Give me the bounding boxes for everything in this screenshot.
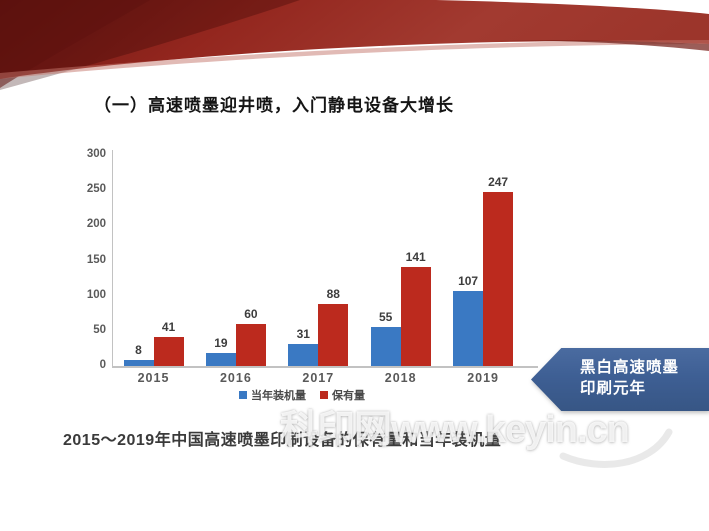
legend-swatch xyxy=(239,391,247,399)
bar-blue-2018 xyxy=(370,327,401,366)
bar-blue-2015 xyxy=(123,360,154,366)
x-axis-line xyxy=(112,366,538,368)
bar-red-2017 xyxy=(318,304,349,366)
bar-red-2015 xyxy=(153,337,184,366)
bar-value-label: 41 xyxy=(161,320,176,335)
bar-value-label: 60 xyxy=(244,306,258,321)
y-axis-tick-label: 300 xyxy=(86,148,106,160)
bar-red-2018 xyxy=(400,266,431,366)
bar-value-label: 19 xyxy=(214,335,228,350)
bar-blue-2019 xyxy=(453,290,484,366)
legend-item: 保有量 xyxy=(320,387,365,403)
banner-text-line1: 黑白高速喷墨 xyxy=(580,359,680,376)
bar-blue-2016 xyxy=(205,352,236,366)
bar-value-label: 141 xyxy=(405,249,426,264)
bar-value-label: 8 xyxy=(135,343,142,358)
x-axis-label: 2019 xyxy=(467,371,499,385)
chart-legend: 当年装机量 保有量 xyxy=(92,388,512,402)
y-axis-tick-label: 0 xyxy=(99,359,106,371)
bar-value-label: 31 xyxy=(296,327,310,342)
y-axis-tick-label: 150 xyxy=(86,253,106,266)
bar-blue-2017 xyxy=(288,344,319,366)
y-axis-tick-label: 250 xyxy=(86,183,106,196)
bar-red-2016 xyxy=(235,323,266,366)
bar-value-label: 88 xyxy=(326,287,340,302)
bar-value-label: 55 xyxy=(379,310,393,325)
bar-red-2019 xyxy=(483,192,514,366)
legend-swatch xyxy=(320,391,328,399)
x-axis-label: 2018 xyxy=(384,371,417,385)
callout-arrow-banner: 黑白高速喷墨 印刷元年 xyxy=(531,348,709,411)
y-axis-tick-label: 100 xyxy=(86,288,106,301)
legend-item: 当年装机量 xyxy=(239,387,306,403)
legend-label: 保有量 xyxy=(332,390,365,402)
x-axis-label: 2016 xyxy=(219,371,252,385)
bar-value-label: 247 xyxy=(488,175,509,190)
y-axis-tick-label: 50 xyxy=(93,323,106,336)
callout-arrow-shape: 黑白高速喷墨 印刷元年 xyxy=(531,348,709,411)
legend-label: 当年装机量 xyxy=(251,390,306,402)
y-axis-line xyxy=(112,150,113,366)
slide-title: （一）高速喷墨迎井喷，入门静电设备大增长 xyxy=(94,96,454,115)
bar-value-label: 107 xyxy=(458,273,479,288)
x-axis-label: 2015 xyxy=(137,371,170,385)
banner-text-line2: 印刷元年 xyxy=(580,379,647,397)
chart-caption: 2015～2019年中国高速喷墨印刷设备的保有量和当年装机量 xyxy=(63,432,502,449)
y-axis-tick-label: 200 xyxy=(86,218,106,231)
x-axis-label: 2017 xyxy=(302,371,335,385)
